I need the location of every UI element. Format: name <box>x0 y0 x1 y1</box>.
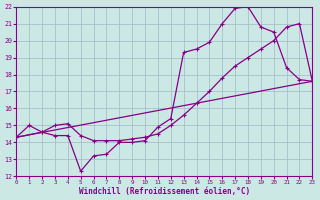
X-axis label: Windchill (Refroidissement éolien,°C): Windchill (Refroidissement éolien,°C) <box>79 187 250 196</box>
